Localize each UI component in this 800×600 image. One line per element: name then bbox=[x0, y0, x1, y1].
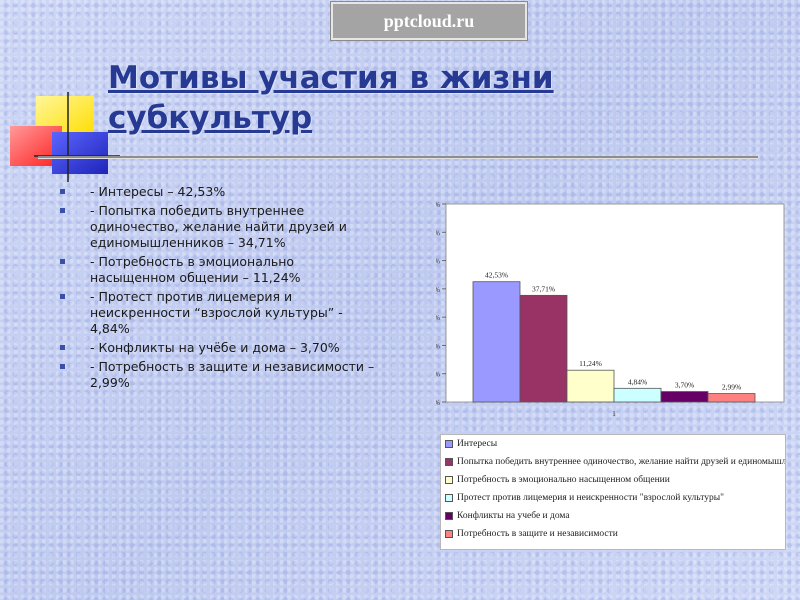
brand-badge: pptcloud.ru bbox=[331, 2, 527, 40]
slide-title-line-2: субкультур bbox=[108, 100, 313, 136]
y-tick-label: 20,00% bbox=[436, 342, 440, 350]
legend-item: Потребность в защите и независимости bbox=[441, 525, 785, 543]
color-squares-decoration bbox=[10, 92, 120, 182]
legend-label: Потребность в защите и независимости bbox=[457, 529, 618, 539]
legend-item: Потребность в эмоционально насыщенном об… bbox=[441, 471, 785, 489]
bullet-text: - Потребность в защите и независимости –… bbox=[90, 359, 375, 390]
legend-swatch bbox=[445, 440, 453, 448]
bar-data-label: 4,84% bbox=[628, 377, 647, 386]
x-category-label: 1 bbox=[612, 409, 616, 418]
bullet-item: - Протест против лицемерия и неискреннос… bbox=[60, 289, 380, 337]
bar-chart: 0,00% 10,00% 20,00% 30,00% 40,00% 50,00% 60,00… bbox=[436, 201, 785, 418]
title-divider bbox=[38, 156, 758, 158]
legend-swatch bbox=[445, 494, 453, 502]
bar-data-label: 37,71% bbox=[532, 284, 555, 293]
legend-swatch bbox=[445, 458, 453, 466]
bullet-square-icon bbox=[60, 345, 65, 350]
bullet-list: - Интересы – 42,53% - Попытка победить в… bbox=[60, 184, 380, 394]
bullet-text: - Потребность в эмоционально насыщенном … bbox=[90, 254, 301, 285]
legend-label: Протест против лицемерия и неискренности… bbox=[457, 493, 725, 503]
bar bbox=[519, 294, 568, 403]
bullet-square-icon bbox=[60, 294, 65, 299]
legend-item: Интересы bbox=[441, 435, 785, 453]
bar-data-label: 2,99% bbox=[722, 383, 741, 392]
brand-label: pptcloud.ru bbox=[383, 11, 475, 31]
legend-label: Потребность в эмоционально насыщенном об… bbox=[457, 475, 670, 485]
bullet-text: - Конфликты на учёбе и дома – 3,70% bbox=[90, 340, 340, 355]
bar bbox=[613, 387, 662, 403]
bullet-text: - Попытка победить внутреннее одиночеств… bbox=[90, 203, 347, 250]
bullet-item: - Интересы – 42,53% bbox=[60, 184, 380, 200]
bullet-square-icon bbox=[60, 259, 65, 264]
slide-title: Мотивы участия в жизни субкультур bbox=[108, 58, 668, 138]
legend-swatch bbox=[445, 512, 453, 520]
bullet-square-icon bbox=[60, 189, 65, 194]
y-tick-label: 70,00% bbox=[436, 201, 440, 209]
bar bbox=[707, 393, 756, 403]
legend-item: Попытка победить внутреннее одиночество,… bbox=[441, 453, 785, 471]
y-tick-label: 40,00% bbox=[436, 286, 440, 294]
legend-item: Протест против лицемерия и неискренности… bbox=[441, 489, 785, 507]
legend-swatch bbox=[445, 476, 453, 484]
bullet-text: - Интересы – 42,53% bbox=[90, 184, 226, 199]
legend-label: Попытка победить внутреннее одиночество,… bbox=[457, 457, 785, 467]
bar-data-label: 3,70% bbox=[675, 381, 694, 390]
bar-data-label: 11,24% bbox=[579, 359, 602, 368]
legend-item: Конфликты на учебе и дома bbox=[441, 507, 785, 525]
bullet-item: - Потребность в защите и независимости –… bbox=[60, 359, 380, 391]
bullet-square-icon bbox=[60, 364, 65, 369]
legend-swatch bbox=[445, 530, 453, 538]
chart-legend: Интересы Попытка победить внутреннее один… bbox=[440, 434, 786, 550]
bar bbox=[660, 391, 709, 403]
legend-label: Интересы bbox=[457, 439, 498, 449]
bullet-text: - Протест против лицемерия и неискреннос… bbox=[90, 289, 343, 336]
bar bbox=[472, 281, 521, 403]
bullet-item: - Конфликты на учёбе и дома – 3,70% bbox=[60, 340, 380, 356]
y-tick-label: 0,00% bbox=[436, 399, 440, 407]
bullet-item: - Попытка победить внутреннее одиночеств… bbox=[60, 203, 380, 251]
blue-square bbox=[52, 132, 108, 174]
bar bbox=[566, 369, 615, 403]
bullet-item: - Потребность в эмоционально насыщенном … bbox=[60, 254, 380, 286]
y-tick-label: 10,00% bbox=[436, 371, 440, 379]
bullet-square-icon bbox=[60, 208, 65, 213]
y-tick-label: 30,00% bbox=[436, 314, 440, 322]
y-tick-label: 60,00% bbox=[436, 229, 440, 237]
slide-title-line-1: Мотивы участия в жизни bbox=[108, 60, 554, 96]
legend-label: Конфликты на учебе и дома bbox=[457, 511, 570, 521]
y-tick-label: 50,00% bbox=[436, 258, 440, 266]
bar-data-label: 42,53% bbox=[485, 271, 508, 280]
